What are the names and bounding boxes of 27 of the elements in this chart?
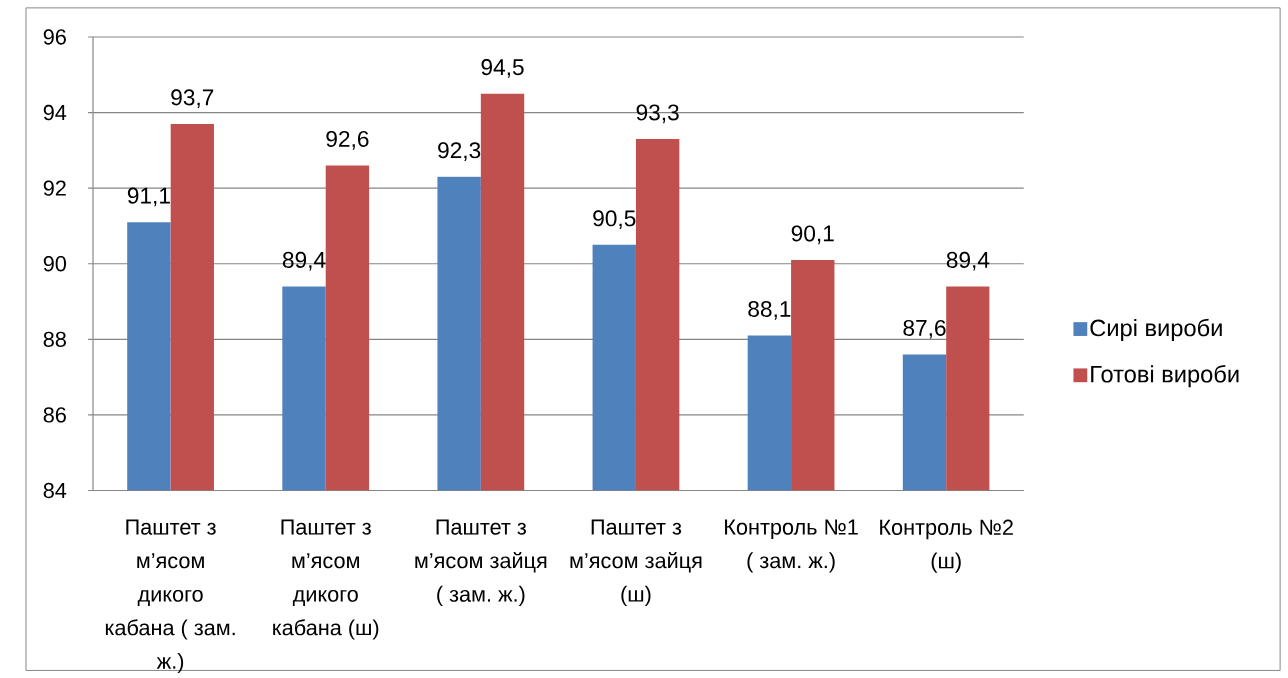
data-label: 92,6 <box>326 130 369 150</box>
data-label: 94,5 <box>481 58 524 78</box>
legend-label: Готові вироби <box>1091 364 1239 388</box>
data-label: 93,3 <box>636 104 679 124</box>
data-label: 90,5 <box>593 210 636 229</box>
legend-label: Сирі вироби <box>1090 318 1222 341</box>
data-label: 87,6 <box>903 319 946 339</box>
y-tick-label: 84 <box>43 482 67 499</box>
x-tick-label: Контроль №1 ( зам. ж.) <box>725 519 858 573</box>
y-tick-label: 88 <box>43 331 66 347</box>
x-tick-label: Паштет з м’ясом зайця (ш) <box>570 519 702 606</box>
y-tick-label: 92 <box>43 180 66 196</box>
data-label: 89,4 <box>282 251 326 271</box>
x-tick-label: Паштет з м’ясом дикого кабана ( зам. ж.) <box>105 519 235 673</box>
y-tick-label: 86 <box>43 407 66 423</box>
data-label: 91,1 <box>127 187 170 207</box>
data-label: 88,1 <box>748 300 791 320</box>
x-tick-label: Контроль №2 (ш) <box>880 519 1013 573</box>
y-tick-label: 90 <box>43 255 67 272</box>
y-tick-label: 94 <box>43 104 67 121</box>
data-label: 90,1 <box>791 225 834 244</box>
data-label: 92,3 <box>438 142 481 161</box>
x-tick-label: Паштет з м’ясом зайця ( зам. ж.) <box>415 519 547 606</box>
y-tick-label: 96 <box>43 29 66 45</box>
data-label: 93,7 <box>171 89 214 108</box>
x-tick-label: Паштет з м’ясом дикого кабана (ш) <box>273 519 379 640</box>
data-label: 89,4 <box>946 251 990 271</box>
